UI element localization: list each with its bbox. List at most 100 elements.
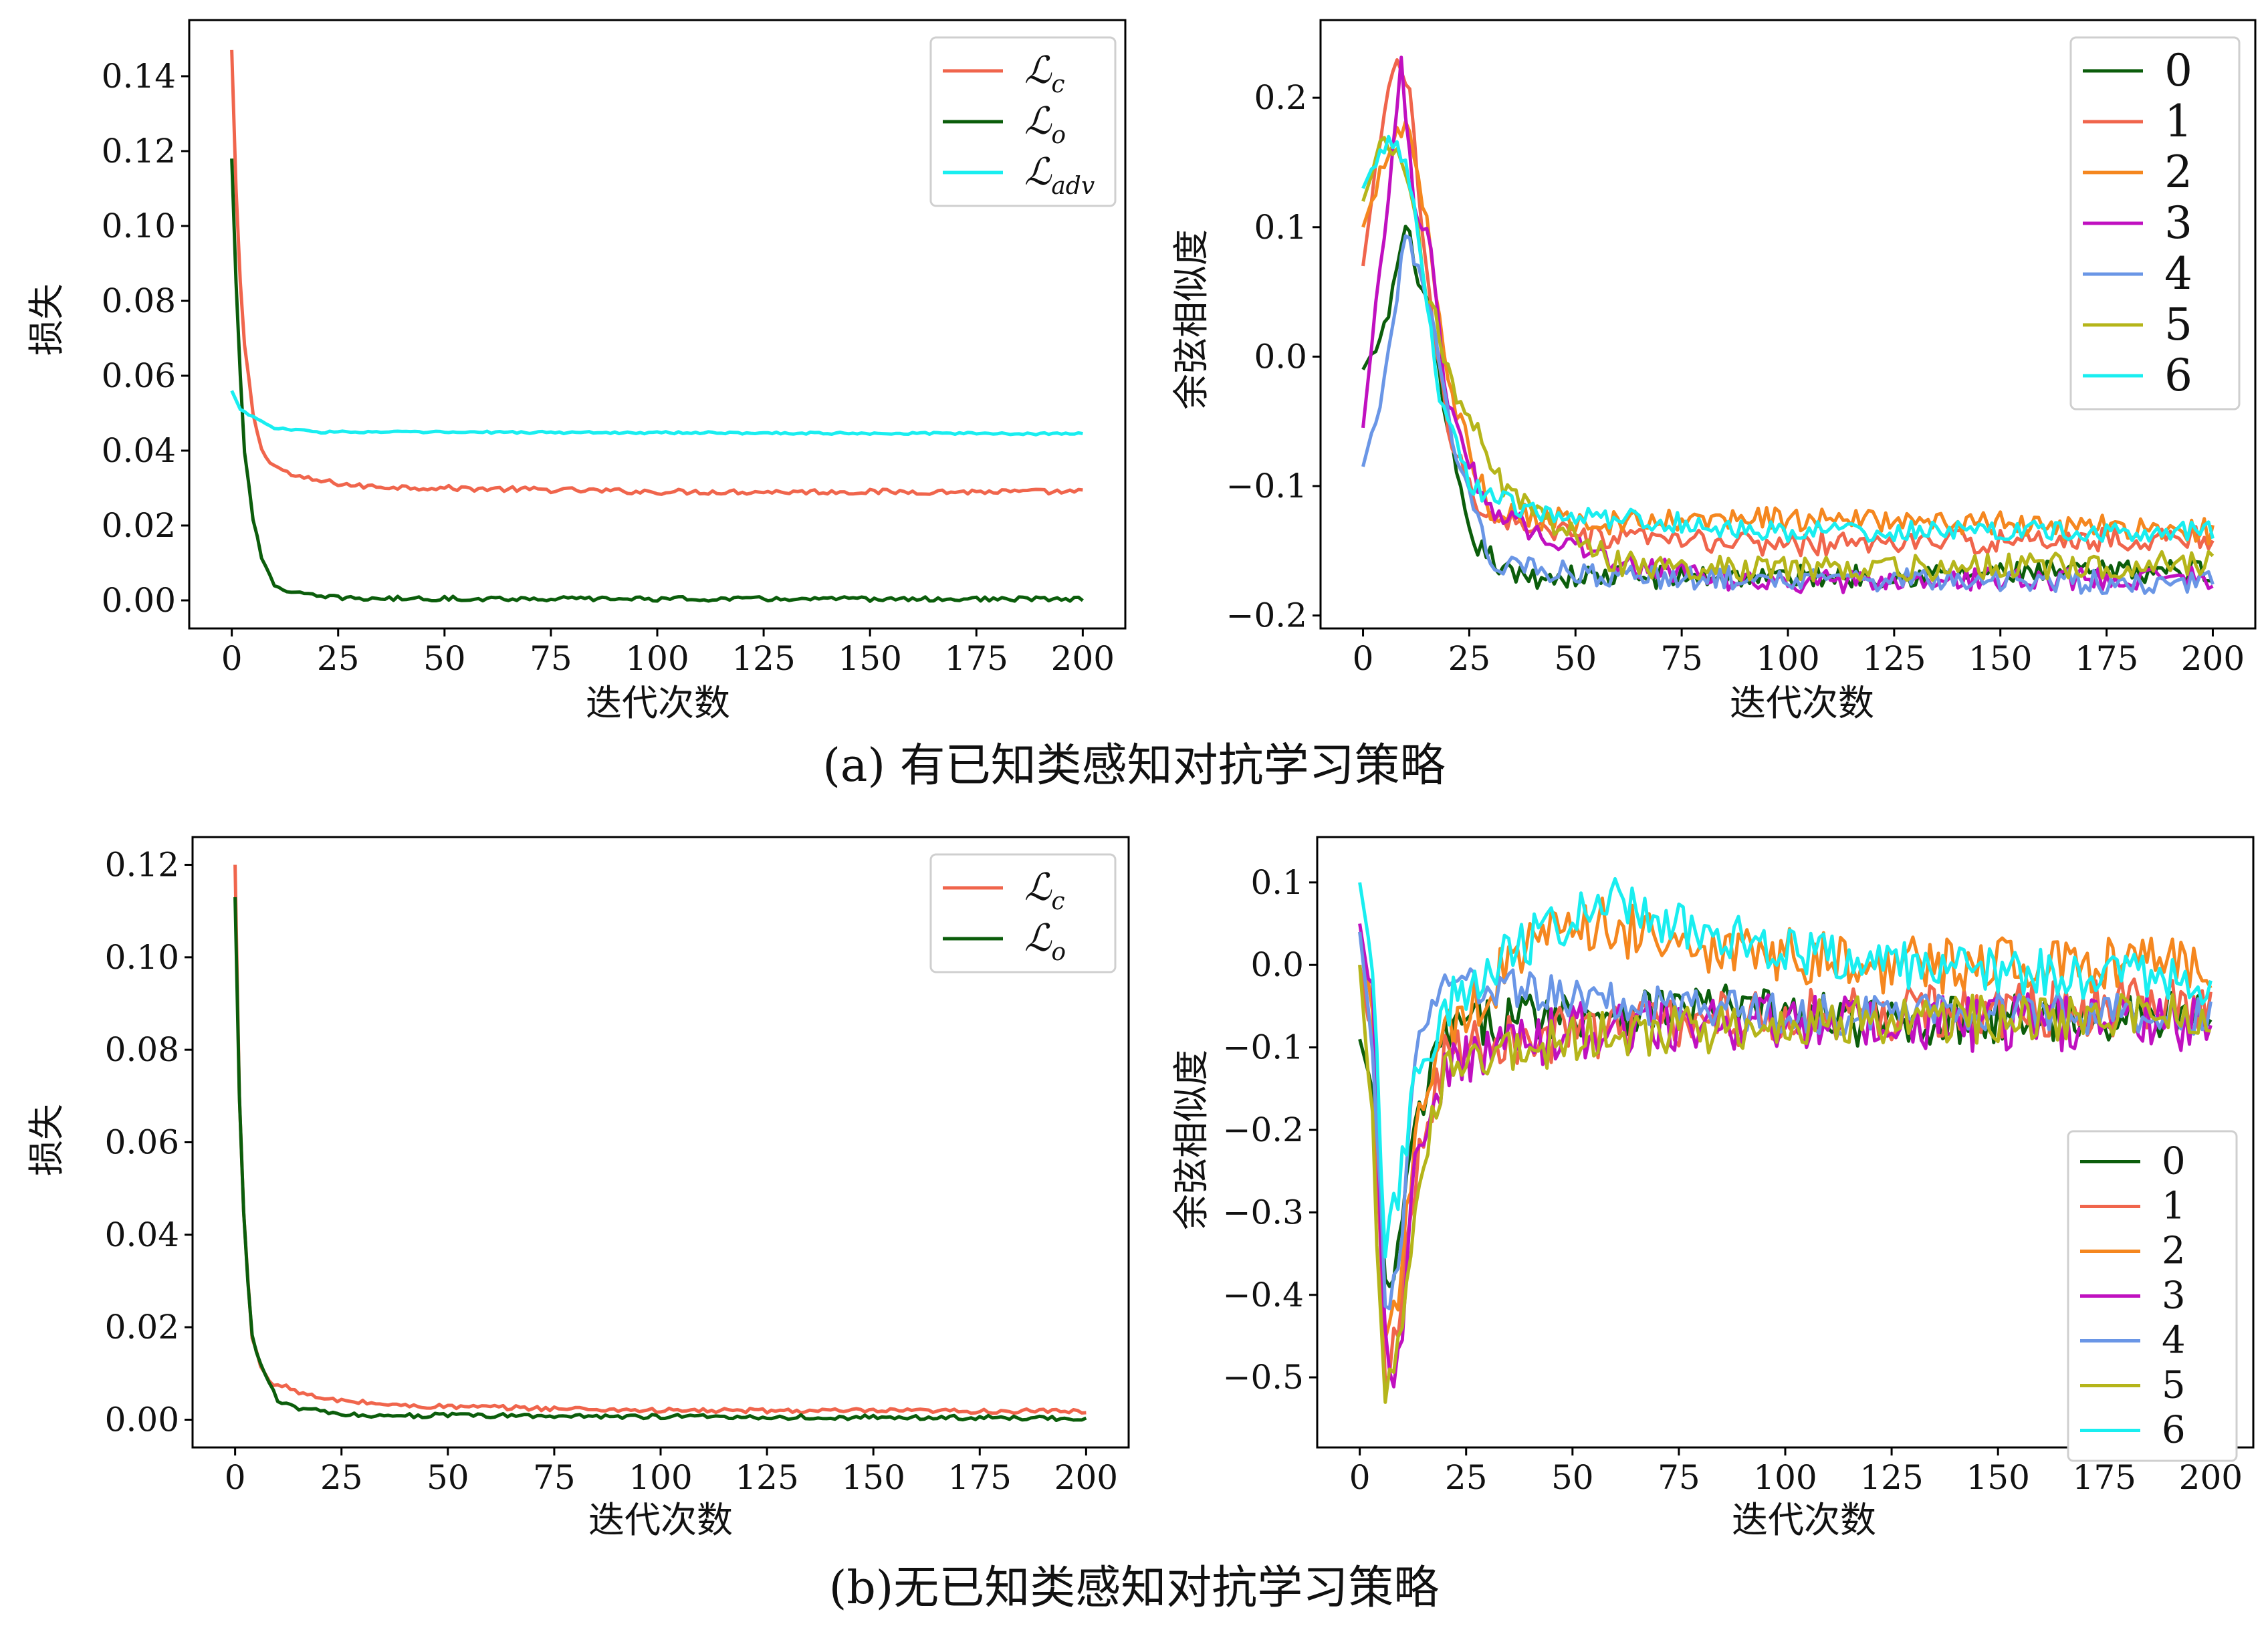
a_loss-xtick-label: 125 [731,639,795,678]
b_cos-legend-label-3: 3 [2162,1274,2186,1318]
a-loss-ylabel: 损失 [25,283,68,356]
b_loss-legend-label-1: ℒo [1024,917,1066,966]
b_loss-series-1-line [233,897,1087,1422]
a_loss-legend-box [929,36,1117,207]
b_loss-xtick-label: 0 [225,1458,246,1497]
a_cos-ytick-label: 0.2 [1254,78,1307,117]
a_cos-legend-label-0: 0 [2164,45,2192,96]
b_loss-xtick-label: 100 [629,1458,692,1497]
b-cos-xlabel: 迭代次数 [1732,1499,1876,1541]
a_loss-xtick-label: 0 [221,639,243,678]
a_loss-legend-label-2: ℒadv [1024,150,1095,200]
b_cos-legend-label-1: 1 [2162,1185,2186,1228]
b_cos-legend-label-6: 6 [2162,1409,2186,1452]
b_cos-legend-box [2067,1130,2238,1462]
panel-b-cosine-chart: 余弦相似度 迭代次数 0 25 50 75 100 125 150 175 200−0.5−0.… [1170,836,2255,1541]
a_loss-ytick-label: 0.02 [102,506,176,545]
b_loss-xtick-label: 75 [533,1458,576,1497]
b_loss-ytick-label: 0.00 [105,1401,179,1439]
b_cos-legend-label-2: 2 [2162,1230,2186,1273]
b_cos-legend-label-0: 0 [2162,1140,2186,1183]
b_cos-xtick-label: 150 [1966,1458,2029,1497]
a_cos-legend-label-3: 3 [2164,197,2192,249]
a_cos-xtick-label: 150 [1968,639,2032,678]
b_cos-ytick-label: 0.1 [1250,863,1304,902]
b_loss-ytick-label: 0.06 [105,1123,179,1162]
b_loss-xtick-label: 150 [841,1458,905,1497]
b_loss-legend-box [929,853,1117,973]
b_loss-legend-label-0: ℒc [1024,866,1065,915]
a_cos-legend-label-4: 4 [2164,248,2192,300]
a_loss-xtick-label: 25 [317,639,360,678]
a_cos-xtick-label: 125 [1862,639,1926,678]
a_loss-series-0-line [230,49,1083,496]
a_loss-ytick-label: 0.00 [102,581,176,620]
a_cos-legend-label-5: 5 [2164,299,2192,350]
b_cos-ytick-label: −0.3 [1223,1193,1304,1232]
b_cos-ytick-label: −0.4 [1223,1276,1304,1314]
a_cos-legend-label-1: 1 [2164,96,2192,147]
b_loss-xtick-label: 50 [427,1458,469,1497]
a_cos-legend-label-2: 2 [2164,146,2192,198]
b_cos-series-6-line [1358,877,2213,1259]
a_cos-ytick-label: −0.1 [1226,467,1307,505]
b_loss-xtick-label: 200 [1054,1458,1118,1497]
b_loss-ytick-label: 0.08 [105,1030,179,1069]
a_loss-ytick-label: 0.14 [102,57,176,96]
b_loss-ytick-label: 0.02 [105,1308,179,1347]
a_cos-xtick-label: 50 [1554,639,1597,678]
a-cos-xlabel: 迭代次数 [1730,682,1874,724]
a_loss-xtick-label: 100 [625,639,689,678]
a_loss-ytick-label: 0.06 [102,356,176,395]
b_cos-ytick-label: −0.2 [1223,1111,1304,1149]
b_loss-ytick-label: 0.04 [105,1215,179,1254]
a_loss-legend-label-1: ℒo [1024,100,1066,149]
a_loss-ytick-label: 0.08 [102,281,176,320]
a_cos-legend-label-6: 6 [2164,350,2192,401]
a_cos-series-6-line [1361,134,2215,543]
a_loss-ytick-label: 0.04 [102,431,176,470]
a_loss-ytick-label: 0.10 [102,207,176,245]
a_loss-xtick-label: 200 [1051,639,1115,678]
a_cos-xtick-label: 75 [1660,639,1703,678]
b_loss-xtick-label: 175 [948,1458,1012,1497]
a_loss-series-2-line [230,390,1083,437]
b_cos-xtick-label: 0 [1349,1458,1371,1497]
b_loss-ytick-label: 0.10 [105,938,179,977]
b_loss-series-0-line [233,864,1087,1415]
b_loss-xtick-label: 125 [735,1458,798,1497]
a_loss-xtick-label: 175 [945,639,1008,678]
a_cos-ytick-label: −0.2 [1226,596,1307,635]
b_cos-xtick-label: 25 [1445,1458,1488,1497]
b_cos-ytick-label: 0.0 [1250,945,1304,984]
a_cos-xtick-label: 0 [1353,639,1374,678]
b-loss-xlabel: 迭代次数 [588,1499,733,1541]
a-loss-xlabel: 迭代次数 [586,682,730,724]
caption-a: (a) 有已知类感知对抗学习策略 [822,739,1445,792]
b_cos-xtick-label: 50 [1551,1458,1594,1497]
b_cos-legend-label-5: 5 [2162,1364,2186,1407]
b-loss-ylabel: 损失 [25,1104,68,1176]
b_cos-ytick-label: −0.1 [1223,1028,1304,1067]
a_cos-xtick-label: 200 [2181,639,2245,678]
a_loss-legend-label-0: ℒc [1024,49,1065,98]
b_cos-xtick-label: 100 [1753,1458,1817,1497]
a_cos-legend-box [2069,36,2241,411]
caption-b: (b)无已知类感知对抗学习策略 [829,1562,1440,1615]
a_cos-ytick-label: 0.1 [1254,208,1307,247]
a_cos-ytick-label: 0.0 [1254,337,1307,376]
b_cos-xtick-label: 200 [2179,1458,2243,1497]
a_loss-series-1-line [230,158,1084,603]
a_loss-xtick-label: 50 [423,639,466,678]
b_loss-ytick-label: 0.12 [105,846,179,885]
b_cos-ytick-label: −0.5 [1223,1358,1304,1397]
b_loss-xtick-label: 25 [320,1458,363,1497]
a_cos-series-2-line [1361,120,2215,546]
panel-a-cosine-chart: 余弦相似度 迭代次数 0 25 50 75 100 125 150 175 200−0.2−0.… [1170,19,2257,724]
a_cos-xtick-label: 175 [2075,639,2138,678]
a_loss-ytick-label: 0.12 [102,132,176,170]
b_cos-xtick-label: 175 [2073,1458,2136,1497]
b_cos-xtick-label: 125 [1859,1458,1923,1497]
a_cos-xtick-label: 100 [1756,639,1819,678]
